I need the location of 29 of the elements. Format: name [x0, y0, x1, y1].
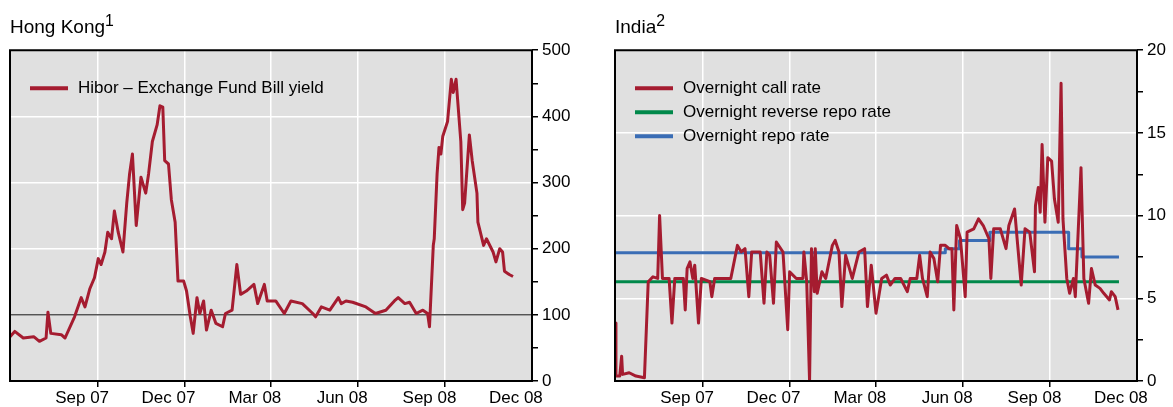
legend-label: Overnight repo rate [683, 125, 830, 145]
x-tick-label: Dec 08 [488, 387, 543, 407]
legend-label: Hibor – Exchange Fund Bill yield [78, 77, 324, 97]
y-tick-label: 200 [542, 238, 571, 258]
x-tick-label: Sep 07 [660, 387, 715, 407]
x-tick-label: Mar 08 [833, 387, 887, 407]
x-tick-label: Jun 08 [921, 387, 973, 407]
y-tick-label: 15 [1147, 122, 1166, 142]
chart-title: Hong Kong$^{1}$ [10, 12, 114, 39]
x-tick-label: Dec 07 [746, 387, 801, 407]
x-tick-label: Sep 07 [55, 387, 110, 407]
x-tick-label: Dec 07 [141, 387, 196, 407]
y-tick-label: 5 [1147, 287, 1157, 307]
y-tick-label: 0 [1147, 370, 1157, 390]
x-tick-label: Jun 08 [316, 387, 368, 407]
y-tick-label: 100 [542, 304, 571, 324]
chart-title: India$^{2}$ [615, 12, 666, 39]
x-tick-label: Sep 08 [402, 387, 457, 407]
y-tick-label: 0 [542, 370, 552, 390]
y-tick-label: 500 [542, 39, 571, 59]
x-tick-label: Mar 08 [228, 387, 282, 407]
y-tick-label: 300 [542, 172, 571, 192]
legend-label: Overnight reverse repo rate [683, 101, 891, 121]
y-tick-label: 400 [542, 106, 571, 126]
x-tick-label: Dec 08 [1093, 387, 1148, 407]
legend-label: Overnight call rate [683, 77, 821, 97]
x-tick-label: Sep 08 [1007, 387, 1062, 407]
y-tick-label: 10 [1147, 205, 1166, 225]
y-tick-label: 20 [1147, 39, 1166, 59]
